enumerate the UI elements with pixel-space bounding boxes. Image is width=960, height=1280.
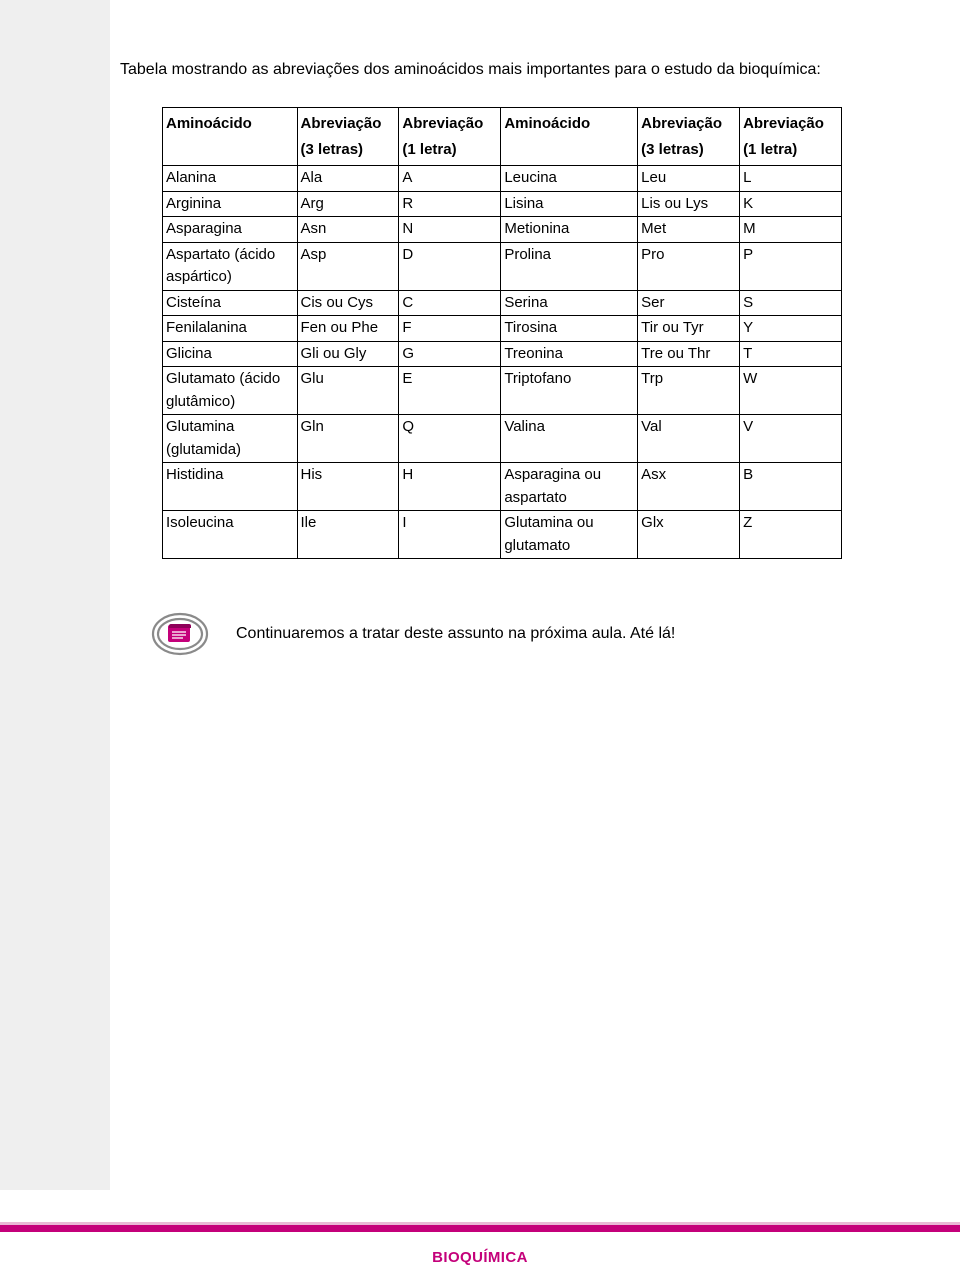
table-cell: His [297, 463, 399, 511]
table-cell: Pro [638, 242, 740, 290]
table-cell: L [740, 166, 842, 192]
table-cell: Gli ou Gly [297, 341, 399, 367]
table-cell: Fen ou Phe [297, 316, 399, 342]
table-cell: Ala [297, 166, 399, 192]
table-cell: Serina [501, 290, 638, 316]
table-row: AlaninaAlaALeucinaLeuL [163, 166, 842, 192]
table-cell: W [740, 367, 842, 415]
table-cell: Tirosina [501, 316, 638, 342]
table-cell: Valina [501, 415, 638, 463]
table-row: CisteínaCis ou CysCSerinaSerS [163, 290, 842, 316]
table-cell: Tir ou Tyr [638, 316, 740, 342]
table-row: ArgininaArgRLisinaLis ou LysK [163, 191, 842, 217]
table-header-row: Aminoácido Abreviação(3 letras) Abreviaç… [163, 108, 842, 166]
amino-acid-table: Aminoácido Abreviação(3 letras) Abreviaç… [162, 107, 842, 559]
th-abrev1-1: Abreviação(1 letra) [399, 108, 501, 166]
table-cell: Val [638, 415, 740, 463]
table-cell: Met [638, 217, 740, 243]
table-cell: Leu [638, 166, 740, 192]
table-cell: Cisteína [163, 290, 298, 316]
table-cell: B [740, 463, 842, 511]
table-row: Glutamina (glutamida)GlnQValinaValV [163, 415, 842, 463]
table-row: AsparaginaAsnNMetioninaMetM [163, 217, 842, 243]
table-cell: K [740, 191, 842, 217]
table-row: GlicinaGli ou GlyGTreoninaTre ou ThrT [163, 341, 842, 367]
table-cell: Lisina [501, 191, 638, 217]
th-abrev3-1: Abreviação(3 letras) [297, 108, 399, 166]
table-cell: I [399, 511, 501, 559]
table-cell: Triptofano [501, 367, 638, 415]
note-icon [150, 611, 210, 657]
table-cell: Glu [297, 367, 399, 415]
table-cell: Ser [638, 290, 740, 316]
th-abrev3-2: Abreviação(3 letras) [638, 108, 740, 166]
table-cell: Lis ou Lys [638, 191, 740, 217]
table-cell: Z [740, 511, 842, 559]
table-cell: Asp [297, 242, 399, 290]
table-cell: Arginina [163, 191, 298, 217]
table-cell: Trp [638, 367, 740, 415]
table-cell: M [740, 217, 842, 243]
table-cell: H [399, 463, 501, 511]
table-row: HistidinaHisHAsparagina ou aspartatoAsxB [163, 463, 842, 511]
table-cell: Tre ou Thr [638, 341, 740, 367]
table-cell: Isoleucina [163, 511, 298, 559]
table-cell: D [399, 242, 501, 290]
table-cell: G [399, 341, 501, 367]
table-row: Aspartato (ácido aspártico)AspDProlinaPr… [163, 242, 842, 290]
table-cell: Fenilalanina [163, 316, 298, 342]
table-cell: Arg [297, 191, 399, 217]
table-cell: Alanina [163, 166, 298, 192]
table-cell: Glutamina (glutamida) [163, 415, 298, 463]
table-cell: Histidina [163, 463, 298, 511]
table-row: Glutamato (ácido glutâmico)GluETriptofan… [163, 367, 842, 415]
table-cell: Asparagina [163, 217, 298, 243]
note-row: Continuaremos a tratar deste assunto na … [150, 611, 880, 657]
table-cell: E [399, 367, 501, 415]
table-cell: F [399, 316, 501, 342]
table-row: IsoleucinaIleIGlutamina ou glutamatoGlxZ [163, 511, 842, 559]
table-cell: Glutamato (ácido glutâmico) [163, 367, 298, 415]
table-cell: Metionina [501, 217, 638, 243]
table-cell: S [740, 290, 842, 316]
table-cell: N [399, 217, 501, 243]
intro-text: Tabela mostrando as abreviações dos amin… [120, 55, 880, 85]
note-text: Continuaremos a tratar deste assunto na … [236, 625, 675, 643]
th-abrev1-2: Abreviação(1 letra) [740, 108, 842, 166]
table-cell: Leucina [501, 166, 638, 192]
table-cell: Prolina [501, 242, 638, 290]
table-cell: Asparagina ou aspartato [501, 463, 638, 511]
table-cell: T [740, 341, 842, 367]
footer-bar [0, 1222, 960, 1232]
table-cell: Asn [297, 217, 399, 243]
table-row: FenilalaninaFen ou PheFTirosinaTir ou Ty… [163, 316, 842, 342]
table-cell: Gln [297, 415, 399, 463]
table-cell: Cis ou Cys [297, 290, 399, 316]
table-cell: Ile [297, 511, 399, 559]
table-cell: C [399, 290, 501, 316]
table-cell: P [740, 242, 842, 290]
table-cell: Asx [638, 463, 740, 511]
table-cell: Y [740, 316, 842, 342]
table-cell: R [399, 191, 501, 217]
table-cell: A [399, 166, 501, 192]
table-cell: Glx [638, 511, 740, 559]
footer-label: BIOQUÍMICA [0, 1249, 960, 1266]
table-cell: Treonina [501, 341, 638, 367]
table-cell: Q [399, 415, 501, 463]
page-content: Tabela mostrando as abreviações dos amin… [120, 55, 880, 657]
th-aminoacido-2: Aminoácido [501, 108, 638, 166]
th-aminoacido-1: Aminoácido [163, 108, 298, 166]
table-cell: Glicina [163, 341, 298, 367]
table-cell: Aspartato (ácido aspártico) [163, 242, 298, 290]
table-cell: Glutamina ou glutamato [501, 511, 638, 559]
table-cell: V [740, 415, 842, 463]
left-margin-block [0, 0, 110, 1190]
